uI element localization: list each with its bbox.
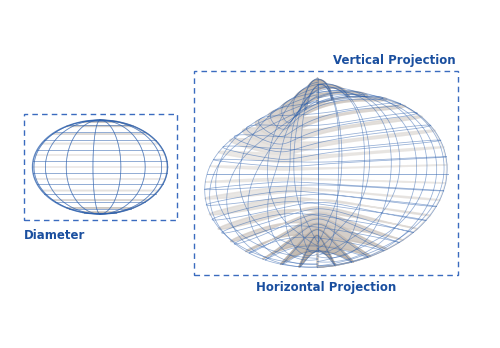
Polygon shape	[52, 126, 148, 134]
Polygon shape	[82, 212, 118, 214]
Polygon shape	[32, 167, 168, 179]
Polygon shape	[205, 178, 446, 200]
Polygon shape	[32, 155, 168, 167]
Polygon shape	[280, 85, 368, 124]
Bar	[194, 71, 458, 275]
Polygon shape	[205, 187, 440, 216]
Polygon shape	[242, 105, 422, 147]
Polygon shape	[42, 134, 158, 143]
Polygon shape	[218, 130, 444, 163]
Polygon shape	[210, 198, 430, 229]
Polygon shape	[35, 179, 165, 191]
Polygon shape	[268, 91, 387, 131]
Polygon shape	[82, 120, 118, 122]
Polygon shape	[246, 218, 387, 259]
Polygon shape	[304, 78, 332, 110]
Polygon shape	[52, 200, 148, 208]
Text: Horizontal Projection: Horizontal Projection	[256, 282, 396, 294]
Polygon shape	[66, 122, 134, 126]
Polygon shape	[292, 79, 349, 117]
Polygon shape	[262, 223, 370, 264]
Polygon shape	[230, 213, 403, 252]
Text: Vertical Projection: Vertical Projection	[332, 54, 455, 67]
Polygon shape	[230, 116, 435, 155]
Polygon shape	[218, 207, 418, 242]
Polygon shape	[42, 191, 158, 200]
Polygon shape	[256, 97, 406, 139]
Text: Diameter: Diameter	[24, 229, 85, 242]
Polygon shape	[66, 208, 134, 212]
Polygon shape	[280, 229, 353, 267]
Bar	[24, 114, 176, 220]
Polygon shape	[210, 147, 448, 170]
Polygon shape	[35, 143, 165, 155]
Polygon shape	[205, 165, 448, 183]
Polygon shape	[299, 235, 336, 267]
